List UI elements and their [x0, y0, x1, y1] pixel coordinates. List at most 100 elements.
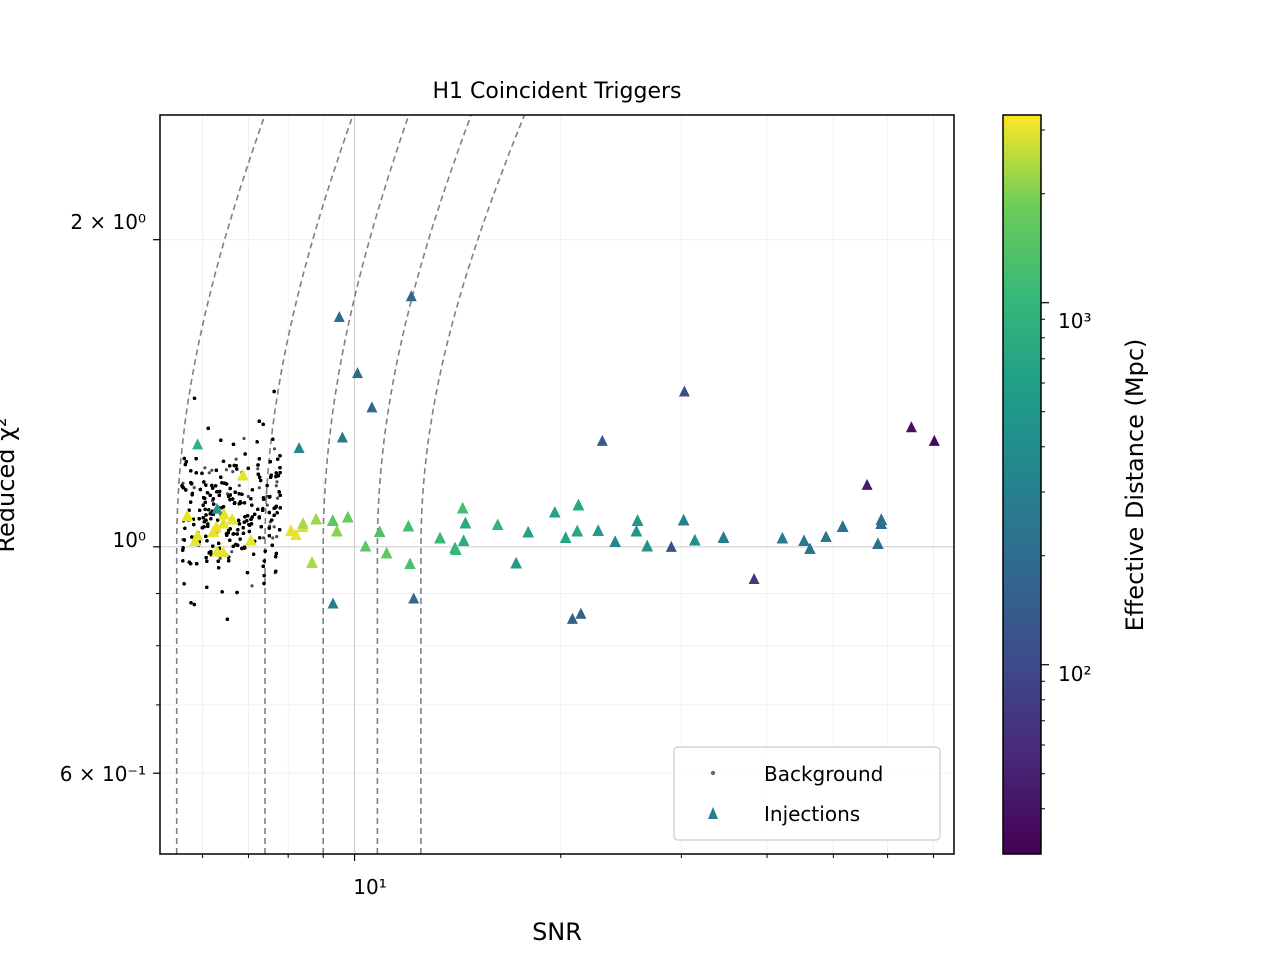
background-point [234, 457, 238, 461]
background-point [242, 520, 246, 524]
background-point [183, 462, 187, 467]
background-point [274, 475, 278, 479]
background-point [224, 468, 229, 472]
background-point [208, 512, 212, 516]
background-point [192, 486, 196, 490]
background-point [197, 517, 201, 521]
background-point [190, 535, 194, 539]
background-point [235, 467, 239, 471]
background-point [231, 470, 235, 474]
background-point [228, 493, 232, 497]
background-point [203, 507, 207, 511]
background-point [204, 483, 208, 487]
background-point [204, 556, 208, 560]
injection-point [458, 534, 470, 546]
background-point [233, 501, 237, 505]
background-point [275, 511, 279, 515]
background-point [189, 469, 193, 473]
background-point [238, 500, 242, 504]
background-point [269, 473, 273, 477]
background-point [216, 559, 220, 563]
background-point [200, 526, 204, 530]
background-point [192, 522, 196, 527]
background-point [231, 532, 235, 536]
background-point [228, 486, 232, 491]
background-point [181, 481, 185, 485]
background-point [207, 508, 211, 512]
background-point [209, 550, 213, 554]
background-point [221, 459, 226, 463]
background-point [255, 440, 259, 444]
background-point [271, 437, 275, 441]
background-point [194, 457, 198, 461]
contour-line [322, 115, 410, 854]
injection-point [207, 525, 219, 537]
injection-points [181, 290, 940, 624]
background-point [187, 508, 191, 512]
background-point [262, 559, 266, 563]
background-point [182, 582, 186, 586]
background-point [214, 468, 218, 472]
background-point [189, 500, 193, 504]
background-point [208, 493, 212, 497]
background-point [236, 543, 240, 547]
background-point [246, 514, 250, 518]
background-point [257, 457, 261, 461]
background-point [238, 537, 242, 541]
background-point [275, 480, 279, 484]
background-point [278, 528, 282, 532]
contour-line [420, 115, 526, 854]
background-point [228, 538, 232, 542]
plot-area [153, 114, 955, 861]
background-point [278, 466, 282, 470]
injection-point [331, 525, 343, 537]
background-point [211, 486, 215, 490]
background-point [222, 481, 226, 485]
background-point [200, 471, 204, 475]
background-point [212, 502, 216, 506]
background-point [181, 548, 185, 552]
background-point [206, 426, 210, 430]
contour-line [376, 115, 472, 854]
background-point [250, 584, 254, 588]
background-point [276, 496, 280, 500]
background-point [265, 494, 269, 498]
background-point [192, 396, 197, 400]
background-point [261, 564, 265, 568]
background-point [210, 483, 214, 488]
background-point [192, 602, 196, 607]
background-point [268, 495, 272, 499]
background-point [246, 494, 250, 499]
background-point [204, 513, 208, 517]
background-point [256, 472, 260, 476]
injection-point [718, 531, 729, 543]
background-point [250, 503, 254, 507]
background-point [241, 531, 246, 536]
background-point [240, 546, 244, 551]
background-point [261, 422, 265, 426]
contour-line [264, 115, 354, 854]
background-point [258, 536, 262, 540]
background-point [204, 518, 208, 522]
background-point [237, 483, 241, 488]
background-point [180, 485, 185, 489]
background-point [250, 515, 254, 519]
background-point [257, 486, 261, 490]
contour-line [175, 115, 266, 854]
background-point [184, 460, 188, 464]
background-point [218, 556, 222, 560]
injection-point [572, 499, 584, 511]
background-point [233, 490, 237, 494]
injection-point [798, 534, 810, 546]
background-point [249, 522, 254, 526]
background-point [205, 585, 209, 589]
background-point [216, 518, 220, 522]
background-point [272, 389, 276, 394]
background-point [234, 464, 238, 468]
background-point [220, 590, 224, 594]
background-point [274, 551, 278, 556]
background-point [220, 481, 224, 485]
background-point [202, 480, 206, 484]
background-point [235, 532, 239, 536]
background-point [249, 497, 253, 501]
